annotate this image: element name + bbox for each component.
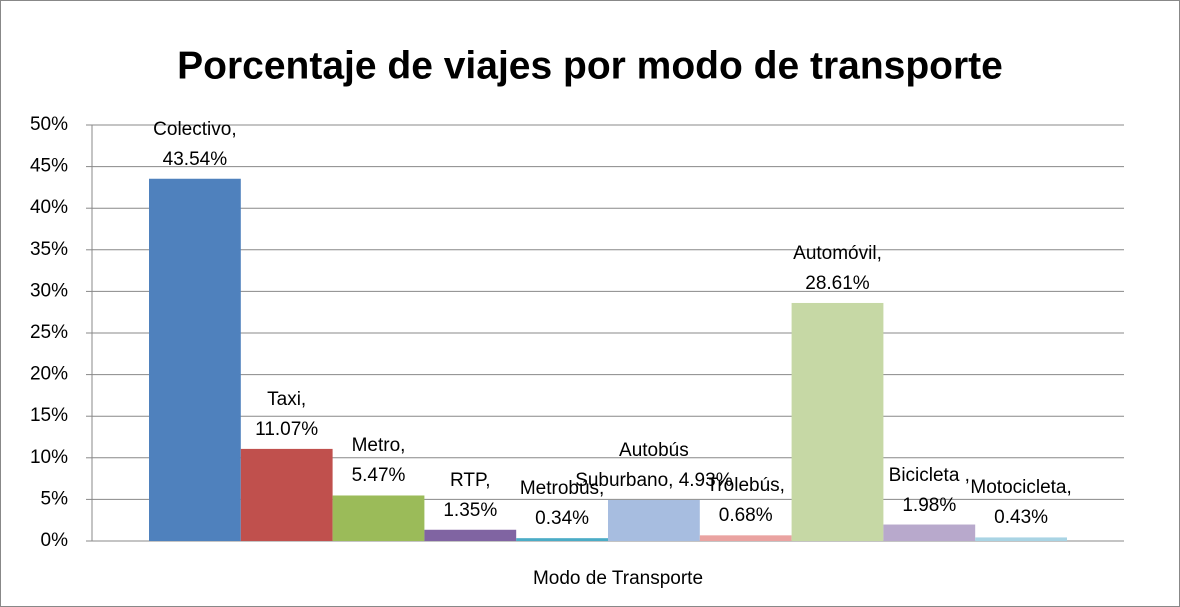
y-tick-label: 40% [30, 197, 68, 218]
y-tick-label: 15% [30, 405, 68, 426]
y-tick-label: 30% [30, 280, 68, 301]
bar [424, 529, 517, 541]
y-tick-label: 20% [30, 364, 68, 385]
data-label: Metro, 5.47% [351, 435, 406, 487]
y-tick-label: 35% [30, 239, 68, 260]
x-axis-label: Modo de Transporte [533, 568, 703, 589]
bar [149, 178, 241, 541]
data-label: Automóvil, 28.61% [793, 242, 882, 294]
bar [699, 535, 792, 541]
bar [240, 448, 333, 541]
y-tick-label: 25% [30, 322, 68, 343]
data-label: Motocicleta, 0.43% [970, 477, 1072, 529]
data-label: Trolebús, 0.68% [706, 475, 785, 527]
data-label: Autobús Suburbano, 4.93% [575, 439, 733, 491]
data-label: Taxi, 11.07% [255, 388, 319, 440]
bar [608, 499, 700, 541]
data-label: Colectivo, 43.54% [153, 118, 237, 170]
data-label: RTP, 1.35% [443, 469, 498, 521]
y-tick-label: 50% [30, 114, 68, 135]
data-label: Bicicleta , 1.98% [888, 464, 970, 516]
y-tick-label: 10% [30, 447, 68, 468]
y-tick-label: 45% [30, 156, 68, 177]
y-tick-label: 0% [41, 530, 69, 551]
bar [791, 302, 884, 541]
chart-title: Porcentaje de viajes por modo de transpo… [177, 44, 1003, 87]
bar [883, 524, 976, 541]
data-label: Metrobús, 0.34% [519, 478, 605, 530]
bar [975, 537, 1067, 541]
bar [516, 538, 608, 541]
bar [332, 495, 425, 541]
y-tick-label: 5% [41, 488, 69, 509]
